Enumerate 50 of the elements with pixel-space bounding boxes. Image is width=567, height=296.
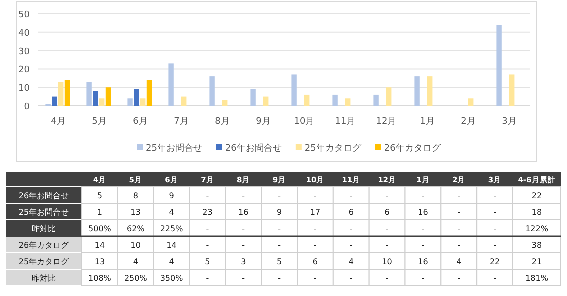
- bar: [292, 74, 297, 106]
- x-tick-label: 9月: [256, 117, 271, 127]
- y-tick-label: 40: [18, 28, 30, 39]
- x-tick-label: 8月: [215, 117, 230, 127]
- bar: [64, 80, 70, 106]
- x-tick-label: 5月: [92, 117, 107, 127]
- bar: [414, 76, 420, 106]
- bar: [168, 64, 174, 106]
- legend-label: 26年カタログ: [384, 143, 442, 154]
- bar: [182, 96, 187, 106]
- x-tick-label: 4月: [51, 117, 66, 127]
- bar: [86, 82, 92, 106]
- bar: [304, 94, 310, 106]
- bar: [332, 94, 338, 106]
- bar: [386, 88, 392, 106]
- bar: [428, 76, 433, 106]
- bar: [250, 89, 256, 106]
- x-tick-label: 2月: [461, 117, 476, 127]
- x-tick-label: 1月: [420, 117, 435, 127]
- y-tick-label: 20: [18, 66, 30, 76]
- bar: [128, 98, 133, 106]
- bar: [210, 76, 215, 106]
- bar: [346, 98, 351, 106]
- x-tick-label: 10月: [294, 117, 315, 127]
- bar: [93, 91, 98, 106]
- bar: [58, 82, 64, 106]
- y-tick-label: 30: [18, 47, 30, 58]
- bar: [510, 74, 515, 106]
- x-tick-label: 3月: [502, 117, 517, 127]
- x-tick-label: 11月: [335, 117, 356, 127]
- bar: [134, 89, 140, 106]
- bar: [222, 100, 228, 106]
- legend-label: 25年お問合せ: [146, 143, 202, 154]
- y-tick-label: 10: [18, 84, 30, 94]
- bar: [140, 98, 146, 106]
- bar: [468, 98, 474, 106]
- x-tick-label: 7月: [174, 117, 189, 127]
- y-tick-label: 50: [18, 10, 30, 20]
- bar: [374, 94, 379, 106]
- bar: [52, 96, 58, 106]
- bar: [100, 98, 105, 106]
- bar: [106, 88, 112, 106]
- x-tick-label: 6月: [133, 117, 148, 127]
- y-tick-label: 0: [24, 102, 30, 112]
- bar: [264, 96, 269, 106]
- bar: [496, 25, 502, 106]
- bar: [146, 80, 152, 106]
- legend-label: 26年お問合せ: [225, 143, 282, 154]
- x-tick-label: 12月: [376, 117, 397, 127]
- legend-label: 25年カタログ: [304, 143, 362, 154]
